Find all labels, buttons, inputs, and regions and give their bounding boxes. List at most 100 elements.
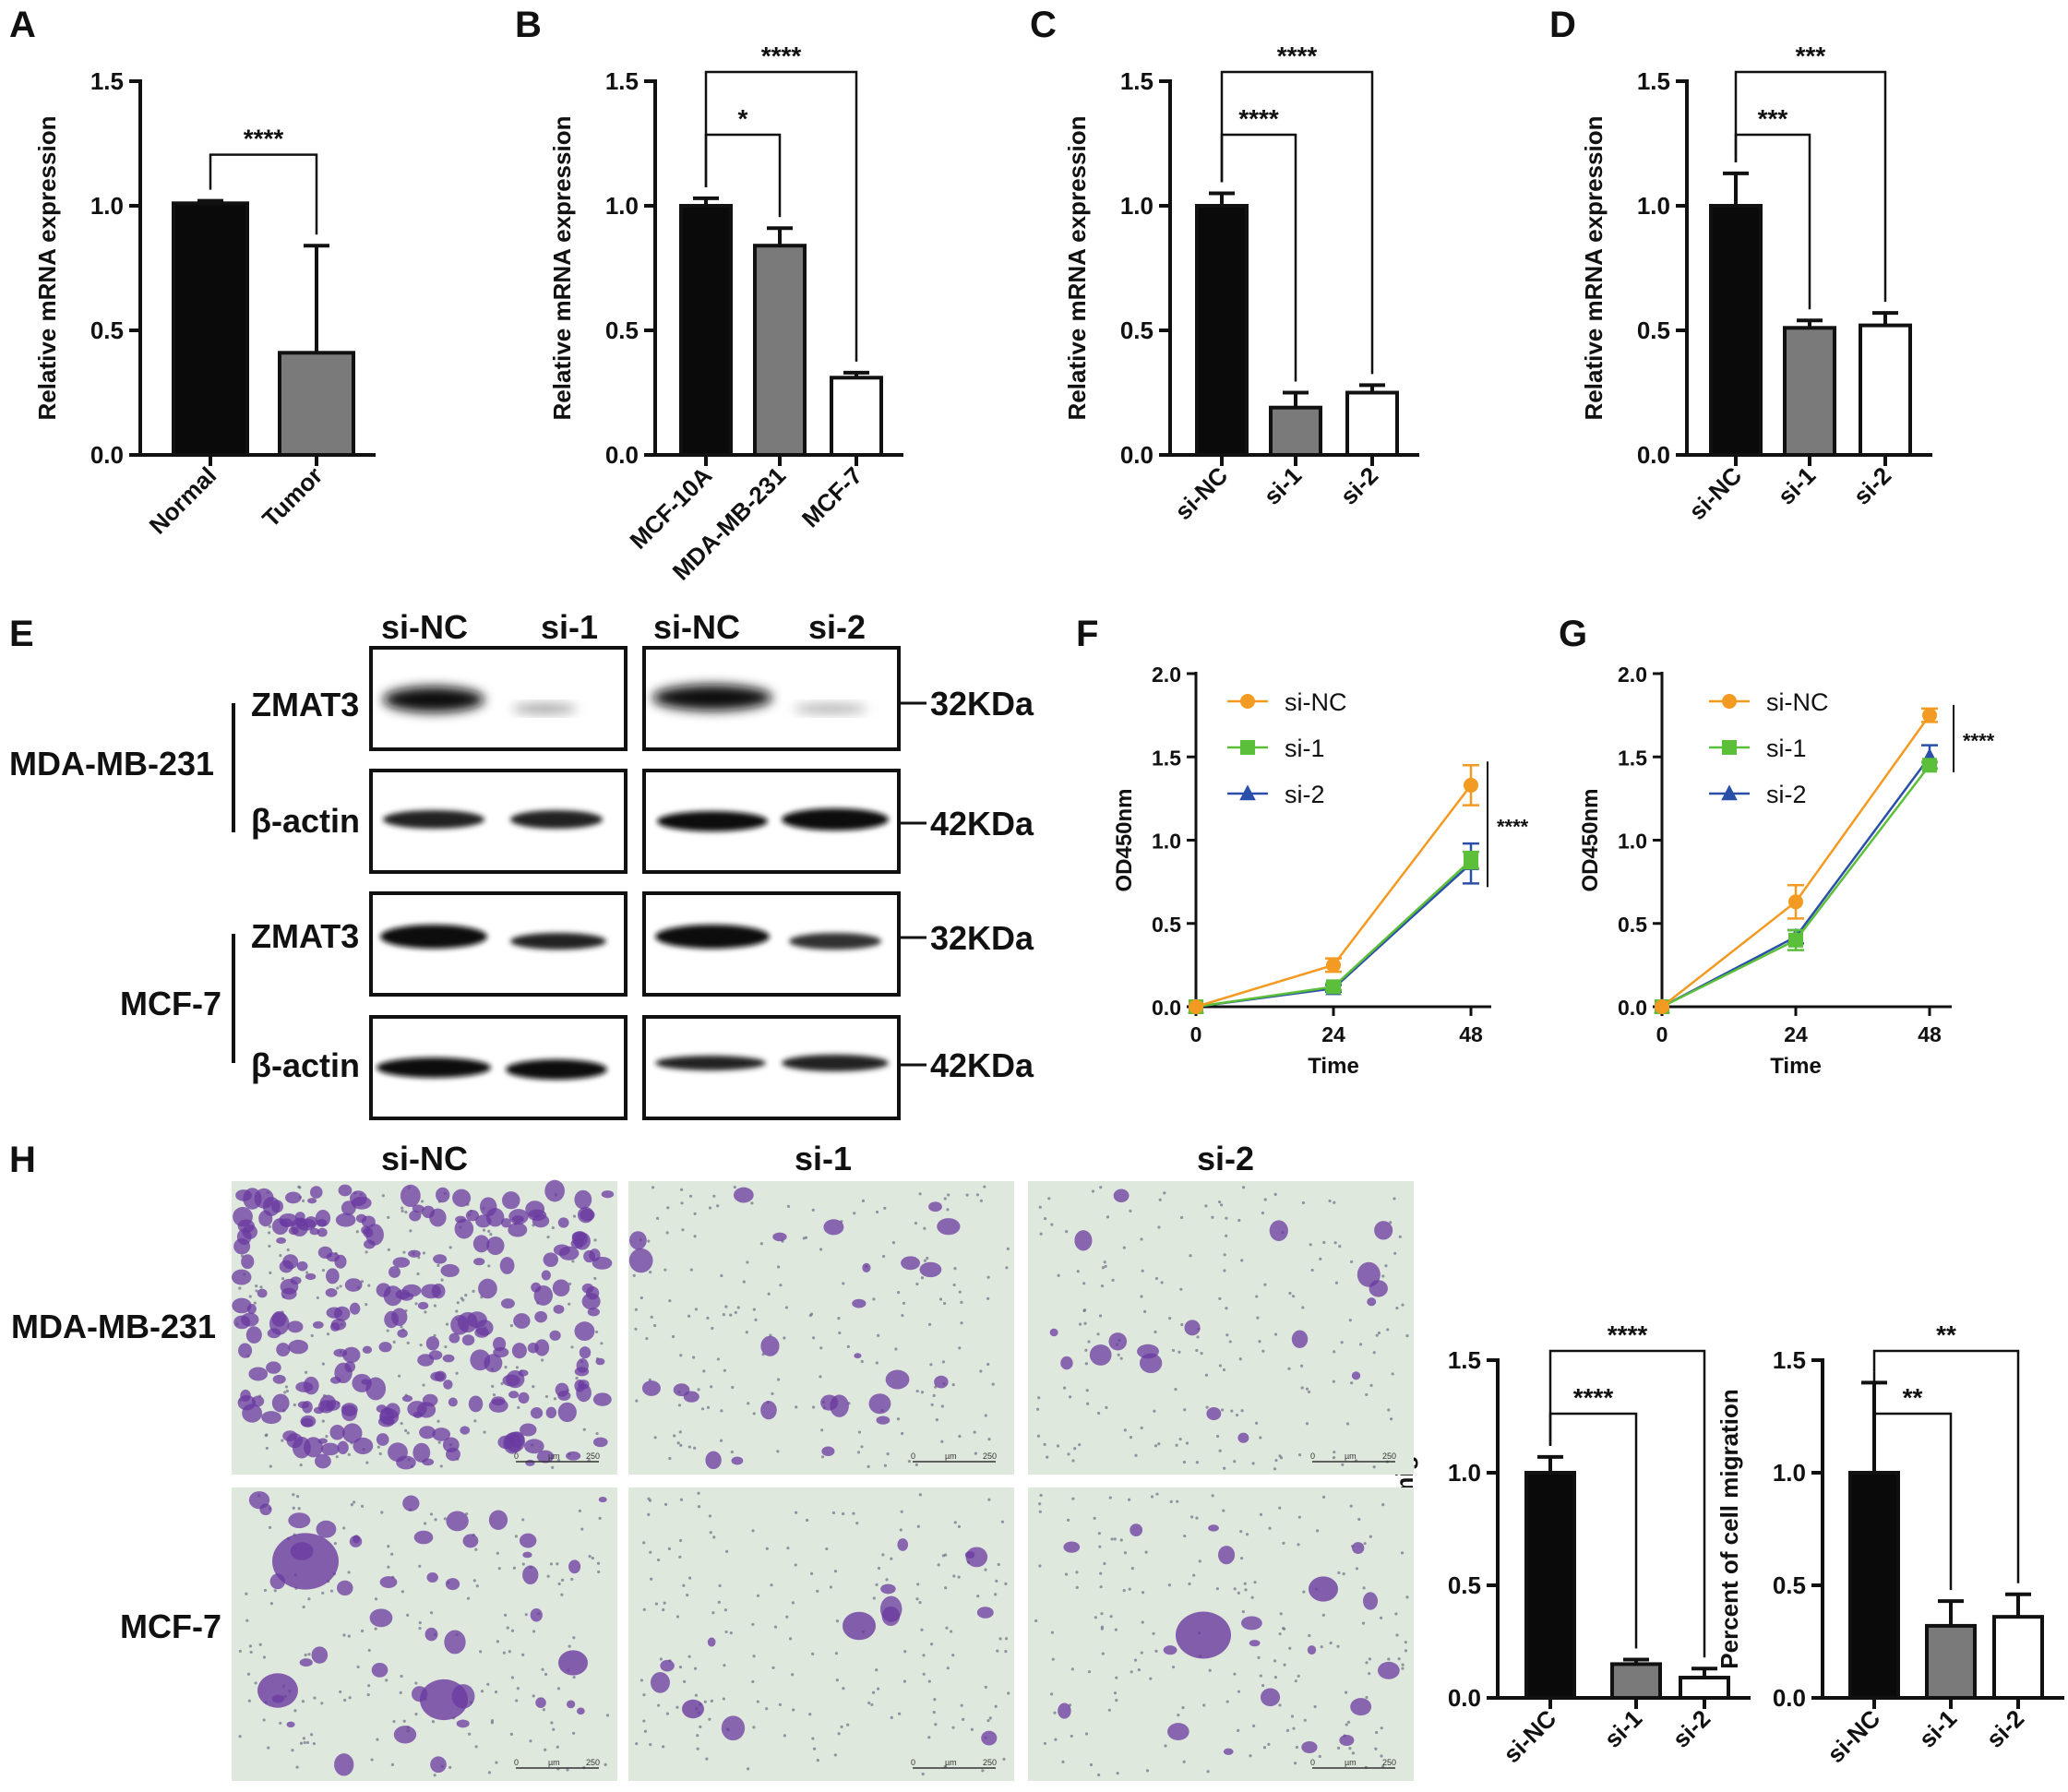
blot-band [657, 811, 768, 831]
membrane-pore [825, 1547, 829, 1551]
migrated-cell [450, 1314, 470, 1335]
membrane-pore [1103, 1260, 1106, 1264]
membrane-pore [1093, 1516, 1096, 1520]
membrane-pore [1250, 1595, 1254, 1599]
membrane-pore [1109, 1615, 1113, 1619]
membrane-pore [310, 1333, 314, 1338]
migrated-cell [429, 1208, 447, 1227]
membrane-pore [302, 1605, 305, 1609]
membrane-pore [404, 1428, 408, 1432]
membrane-pore [1004, 1637, 1009, 1641]
bar-chart-h1: 0.0 0.5 1.0 1.5 Percent of cell migration si-… [1391, 1320, 1751, 1768]
membrane-pore [305, 1370, 308, 1374]
membrane-pore [916, 1583, 920, 1586]
y-tick-label: 1.5 [1618, 746, 1647, 770]
membrane-pore [979, 1369, 983, 1373]
membrane-pore [342, 1633, 346, 1637]
y-tick-label: 0.5 [1637, 317, 1670, 344]
membrane-pore [1046, 1455, 1049, 1459]
membrane-pore [418, 1621, 422, 1625]
significance-bracket [209, 153, 318, 235]
membrane-pore [1328, 1199, 1332, 1203]
x-tick-label: Tumor [257, 461, 328, 532]
migrated-cell [393, 1726, 417, 1744]
membrane-pore [1071, 1497, 1075, 1500]
y-tick-label: 2.0 [1152, 663, 1181, 687]
membrane-pore [1345, 1422, 1350, 1426]
migrated-cell [553, 1304, 565, 1314]
membrane-pore [1345, 1723, 1348, 1726]
migrated-cell [297, 1401, 309, 1409]
membrane-pore [1039, 1232, 1043, 1236]
membrane-pore [302, 1737, 305, 1740]
membrane-pore [640, 1296, 643, 1300]
membrane-pore [736, 1306, 740, 1309]
membrane-pore [1251, 1724, 1256, 1727]
migrated-cell [397, 1329, 408, 1338]
membrane-pore [1215, 1587, 1220, 1591]
membrane-pore [997, 1562, 1000, 1567]
membrane-pore [711, 1611, 715, 1615]
membrane-pore [390, 1552, 394, 1556]
migrated-cell [402, 1495, 420, 1511]
membrane-pore [1158, 1198, 1162, 1201]
migrated-cell [316, 1219, 328, 1227]
migrated-cell [305, 1216, 318, 1228]
migrated-cell [577, 1207, 594, 1224]
membrane-pore [1073, 1447, 1077, 1451]
membrane-pore [365, 1303, 368, 1307]
migrated-cell [285, 1191, 302, 1204]
membrane-pore [571, 1260, 575, 1263]
membrane-pore [783, 1336, 786, 1340]
membrane-pore [1075, 1585, 1079, 1589]
membrane-pore [295, 1495, 300, 1499]
membrane-pore [1381, 1764, 1385, 1768]
membrane-pore [1233, 1460, 1237, 1463]
migrated-cell [760, 1335, 780, 1356]
membrane-pore [1130, 1567, 1134, 1571]
membrane-pore [1094, 1616, 1097, 1619]
membrane-pore [819, 1248, 823, 1251]
membrane-pore [381, 1194, 385, 1198]
migrated-cell [281, 1287, 297, 1300]
migrated-cell [545, 1406, 557, 1419]
membrane-pore [246, 1672, 251, 1676]
membrane-pore [885, 1578, 889, 1582]
membrane-pore [1171, 1348, 1176, 1353]
membrane-pore [811, 1652, 815, 1655]
membrane-pore [487, 1229, 491, 1233]
membrane-pore [1038, 1502, 1042, 1506]
migrated-cell [821, 1446, 835, 1456]
membrane-pore [927, 1736, 931, 1739]
significance-label: **** [1608, 1320, 1648, 1349]
migrated-cell [598, 1497, 607, 1503]
membrane-pore [1305, 1422, 1309, 1426]
membrane-pore [952, 1283, 956, 1287]
membrane-pore [339, 1284, 342, 1288]
membrane-pore [1061, 1760, 1065, 1763]
membrane-pore [570, 1345, 574, 1349]
membrane-pore [816, 1589, 819, 1593]
migrated-cell [233, 1206, 253, 1227]
membrane-pore [1305, 1387, 1309, 1391]
data-point [1326, 979, 1341, 995]
membrane-pore [500, 1381, 504, 1386]
migrated-cell [566, 1451, 581, 1461]
membrane-pore [642, 1719, 646, 1723]
migrated-cell [342, 1346, 361, 1364]
membrane-pore [1140, 1295, 1143, 1298]
membrane-pore [1349, 1260, 1354, 1264]
membrane-pore [325, 1434, 329, 1439]
migrated-cell [592, 1437, 608, 1448]
membrane-pore [1278, 1454, 1282, 1458]
membrane-pore [996, 1649, 999, 1653]
membrane-pore [1134, 1453, 1138, 1457]
membrane-pore [557, 1582, 561, 1586]
membrane-pore [724, 1630, 728, 1634]
membrane-pore [1315, 1529, 1320, 1533]
membrane-pore [418, 1564, 422, 1568]
membrane-pore [1333, 1201, 1336, 1204]
migrated-cell [248, 1367, 269, 1381]
membrane-pore [647, 1239, 651, 1243]
x-tick-label: si-2 [1667, 1704, 1715, 1753]
